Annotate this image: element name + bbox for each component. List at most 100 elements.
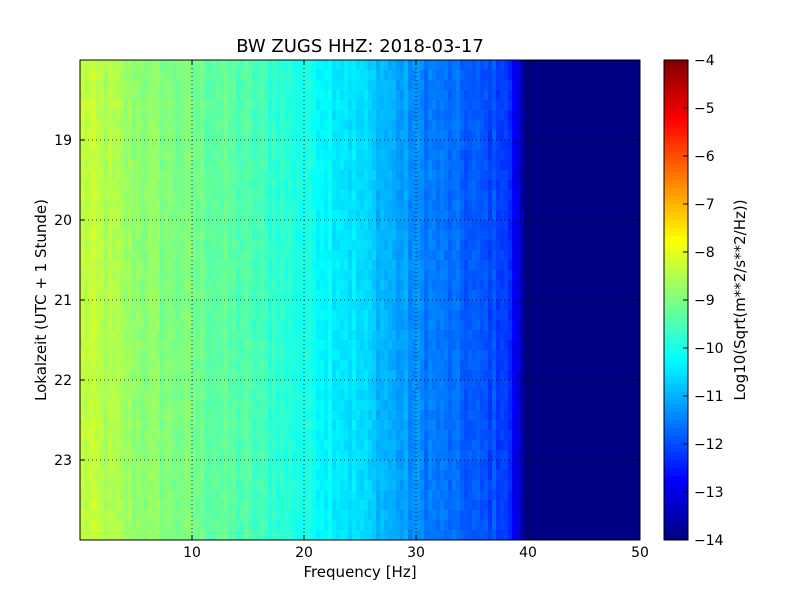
heatmap-cell [212, 340, 217, 351]
heatmap-cell [144, 250, 149, 261]
heatmap-cell [104, 100, 109, 111]
heatmap-cell [276, 180, 281, 191]
heatmap-cell [548, 110, 553, 121]
heatmap-cell [372, 350, 377, 361]
heatmap-cell [544, 340, 549, 351]
heatmap-cell [536, 240, 541, 251]
heatmap-cell [304, 380, 309, 391]
heatmap-cell [476, 150, 481, 161]
heatmap-cell [476, 290, 481, 301]
heatmap-cell [140, 360, 145, 371]
heatmap-cell [436, 210, 441, 221]
heatmap-cell [216, 130, 221, 141]
heatmap-cell [516, 240, 521, 251]
heatmap-cell [216, 190, 221, 201]
heatmap-cell [208, 240, 213, 251]
heatmap-cell [536, 370, 541, 381]
heatmap-cell [116, 260, 121, 271]
heatmap-cell [484, 60, 489, 71]
heatmap-cell [380, 220, 385, 231]
heatmap-cell [324, 270, 329, 281]
heatmap-cell [620, 130, 625, 141]
heatmap-cell [356, 400, 361, 411]
heatmap-cell [132, 260, 137, 271]
heatmap-cell [632, 90, 637, 101]
heatmap-cell [284, 370, 289, 381]
heatmap-cell [256, 250, 261, 261]
heatmap-cell [220, 190, 225, 201]
heatmap-cell [528, 80, 533, 91]
heatmap-cell [408, 330, 413, 341]
heatmap-cell [536, 210, 541, 221]
heatmap-cell [376, 340, 381, 351]
heatmap-cell [412, 400, 417, 411]
heatmap-cell [116, 110, 121, 121]
heatmap-cell [572, 370, 577, 381]
heatmap-cell [432, 160, 437, 171]
heatmap-cell [104, 350, 109, 361]
heatmap-cell [456, 250, 461, 261]
heatmap-cell [300, 70, 305, 81]
heatmap-cell [144, 280, 149, 291]
heatmap-cell [572, 130, 577, 141]
heatmap-cell [172, 300, 177, 311]
heatmap-cell [416, 290, 421, 301]
heatmap-cell [212, 100, 217, 111]
heatmap-cell [172, 250, 177, 261]
heatmap-cell [496, 320, 501, 331]
heatmap-cell [464, 230, 469, 241]
heatmap-cell [88, 390, 93, 401]
heatmap-cell [116, 310, 121, 321]
heatmap-cell [120, 240, 125, 251]
heatmap-cell [420, 270, 425, 281]
heatmap-cell [428, 300, 433, 311]
heatmap-cell [452, 70, 457, 81]
heatmap-cell [580, 350, 585, 361]
heatmap-cell [628, 300, 633, 311]
heatmap-cell [448, 230, 453, 241]
heatmap-cell [600, 130, 605, 141]
heatmap-cell [548, 190, 553, 201]
heatmap-cell [580, 160, 585, 171]
heatmap-cell [424, 80, 429, 91]
heatmap-cell [384, 320, 389, 331]
heatmap-cell [192, 290, 197, 301]
heatmap-cell [168, 300, 173, 311]
heatmap-cell [364, 170, 369, 181]
heatmap-cell [360, 110, 365, 121]
heatmap-cell [324, 70, 329, 81]
heatmap-cell [288, 380, 293, 391]
heatmap-cell [320, 330, 325, 341]
heatmap-cell [288, 180, 293, 191]
heatmap-cell [224, 360, 229, 371]
heatmap-cell [516, 200, 521, 211]
heatmap-cell [288, 70, 293, 81]
heatmap-cell [284, 180, 289, 191]
heatmap-cell [204, 400, 209, 411]
heatmap-cell [280, 70, 285, 81]
heatmap-cell [152, 200, 157, 211]
heatmap-cell [624, 370, 629, 381]
heatmap-cell [112, 80, 117, 91]
heatmap-cell [276, 350, 281, 361]
heatmap-cell [212, 110, 217, 121]
heatmap-cell [84, 390, 89, 401]
heatmap-cell [88, 150, 93, 161]
heatmap-cell [96, 410, 101, 421]
heatmap-cell [184, 190, 189, 201]
heatmap-cell [564, 60, 569, 71]
heatmap-cell [84, 240, 89, 251]
heatmap-cell [632, 360, 637, 371]
heatmap-cell [336, 380, 341, 391]
heatmap-cell [588, 330, 593, 341]
heatmap-cell [424, 340, 429, 351]
heatmap-cell [240, 270, 245, 281]
heatmap-cell [264, 200, 269, 211]
heatmap-cell [228, 310, 233, 321]
heatmap-cell [528, 290, 533, 301]
heatmap-cell [556, 80, 561, 91]
heatmap-cell [104, 320, 109, 331]
heatmap-cell [564, 370, 569, 381]
heatmap-cell [172, 290, 177, 301]
heatmap-cell [124, 180, 129, 191]
